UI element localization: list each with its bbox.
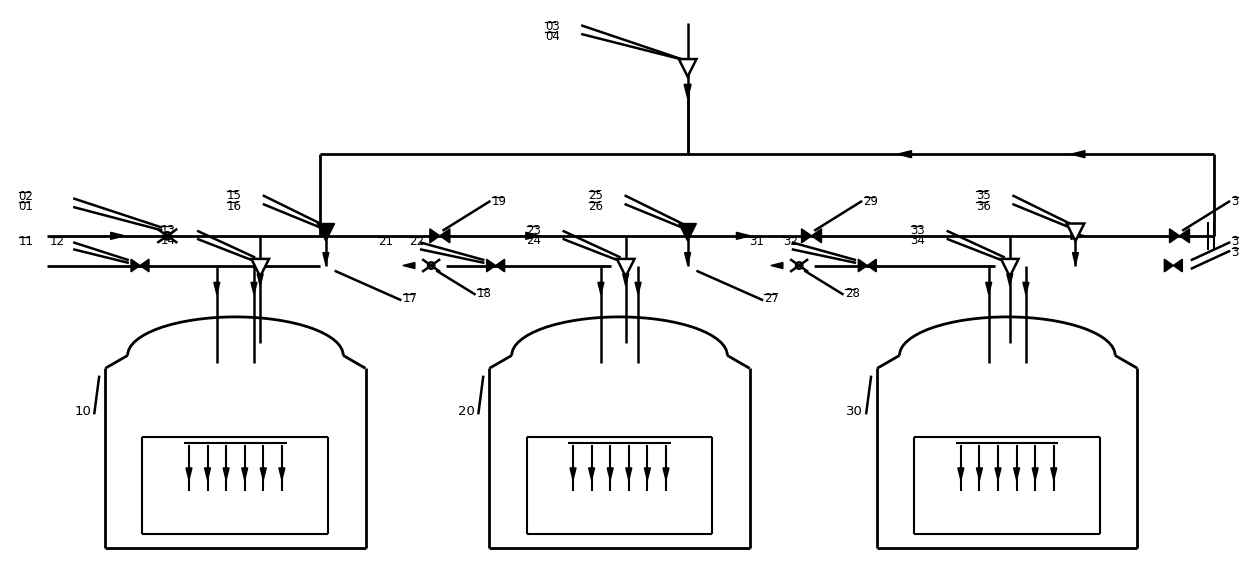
Polygon shape bbox=[598, 282, 603, 295]
Text: 15: 15 bbox=[227, 189, 242, 202]
Polygon shape bbox=[242, 468, 248, 480]
Polygon shape bbox=[812, 229, 821, 243]
Text: 04: 04 bbox=[545, 30, 560, 43]
Text: 21: 21 bbox=[378, 235, 393, 248]
Text: 17: 17 bbox=[403, 292, 418, 305]
Polygon shape bbox=[867, 259, 876, 272]
Polygon shape bbox=[403, 263, 415, 268]
Text: 36: 36 bbox=[976, 200, 991, 213]
Polygon shape bbox=[897, 151, 912, 158]
Polygon shape bbox=[1023, 282, 1028, 295]
Text: 02: 02 bbox=[19, 190, 33, 203]
Polygon shape bbox=[323, 252, 328, 265]
Text: 01: 01 bbox=[19, 200, 33, 213]
Text: 39: 39 bbox=[1232, 195, 1239, 208]
Polygon shape bbox=[623, 274, 628, 286]
Polygon shape bbox=[685, 252, 690, 265]
Polygon shape bbox=[252, 282, 256, 295]
Polygon shape bbox=[589, 468, 595, 480]
Polygon shape bbox=[976, 468, 983, 480]
Text: 24: 24 bbox=[527, 234, 541, 247]
Polygon shape bbox=[679, 223, 696, 241]
Text: 33: 33 bbox=[911, 224, 926, 238]
Text: 37: 37 bbox=[1232, 246, 1239, 259]
Polygon shape bbox=[859, 259, 867, 272]
Polygon shape bbox=[636, 282, 641, 295]
Text: 38: 38 bbox=[1232, 235, 1239, 248]
Text: 30: 30 bbox=[846, 405, 864, 417]
Polygon shape bbox=[771, 263, 783, 268]
Text: 22: 22 bbox=[409, 235, 424, 248]
Text: 10: 10 bbox=[74, 405, 92, 417]
Text: 03: 03 bbox=[545, 20, 560, 33]
Polygon shape bbox=[279, 468, 285, 480]
Polygon shape bbox=[684, 85, 691, 98]
Polygon shape bbox=[1067, 223, 1084, 241]
Text: 32: 32 bbox=[783, 235, 798, 248]
Polygon shape bbox=[487, 259, 496, 272]
Polygon shape bbox=[1051, 468, 1057, 480]
Polygon shape bbox=[317, 223, 335, 241]
Polygon shape bbox=[1001, 259, 1018, 276]
Polygon shape bbox=[140, 259, 149, 272]
Polygon shape bbox=[1073, 252, 1078, 265]
Polygon shape bbox=[802, 229, 812, 243]
Polygon shape bbox=[1070, 151, 1085, 158]
Polygon shape bbox=[995, 468, 1001, 480]
Polygon shape bbox=[204, 468, 211, 480]
Polygon shape bbox=[958, 468, 964, 480]
Text: 29: 29 bbox=[864, 195, 878, 208]
Polygon shape bbox=[430, 229, 440, 243]
Polygon shape bbox=[570, 468, 576, 480]
Polygon shape bbox=[110, 232, 125, 239]
Polygon shape bbox=[214, 282, 219, 295]
Polygon shape bbox=[679, 59, 696, 77]
Polygon shape bbox=[440, 229, 450, 243]
Polygon shape bbox=[617, 259, 634, 276]
Polygon shape bbox=[496, 259, 504, 272]
Text: 25: 25 bbox=[589, 189, 603, 202]
Polygon shape bbox=[1032, 468, 1038, 480]
Polygon shape bbox=[986, 282, 991, 295]
Polygon shape bbox=[607, 468, 613, 480]
Text: 28: 28 bbox=[845, 287, 860, 300]
Polygon shape bbox=[223, 468, 229, 480]
Polygon shape bbox=[252, 259, 269, 276]
Polygon shape bbox=[525, 232, 540, 239]
Text: 26: 26 bbox=[589, 200, 603, 213]
Polygon shape bbox=[626, 468, 632, 480]
Polygon shape bbox=[1070, 232, 1085, 239]
Text: 35: 35 bbox=[976, 189, 991, 202]
Polygon shape bbox=[1170, 229, 1180, 243]
Polygon shape bbox=[1014, 468, 1020, 480]
Text: 18: 18 bbox=[477, 287, 492, 300]
Polygon shape bbox=[736, 232, 751, 239]
Text: 11: 11 bbox=[19, 235, 33, 248]
Polygon shape bbox=[186, 468, 192, 480]
Text: 19: 19 bbox=[492, 195, 507, 208]
Text: 13: 13 bbox=[161, 224, 176, 238]
Polygon shape bbox=[258, 274, 263, 286]
Polygon shape bbox=[663, 468, 669, 480]
Text: 31: 31 bbox=[750, 235, 764, 248]
Text: 34: 34 bbox=[911, 234, 926, 247]
Text: 14: 14 bbox=[161, 234, 176, 247]
Polygon shape bbox=[644, 468, 650, 480]
Text: 20: 20 bbox=[458, 405, 476, 417]
Polygon shape bbox=[1180, 229, 1189, 243]
Text: 23: 23 bbox=[527, 224, 541, 238]
Polygon shape bbox=[1165, 259, 1173, 272]
Polygon shape bbox=[260, 468, 266, 480]
Text: 27: 27 bbox=[764, 292, 779, 305]
Text: 12: 12 bbox=[50, 235, 64, 248]
Polygon shape bbox=[1007, 274, 1012, 286]
Polygon shape bbox=[1173, 259, 1182, 272]
Polygon shape bbox=[131, 259, 140, 272]
Text: 16: 16 bbox=[227, 200, 242, 213]
